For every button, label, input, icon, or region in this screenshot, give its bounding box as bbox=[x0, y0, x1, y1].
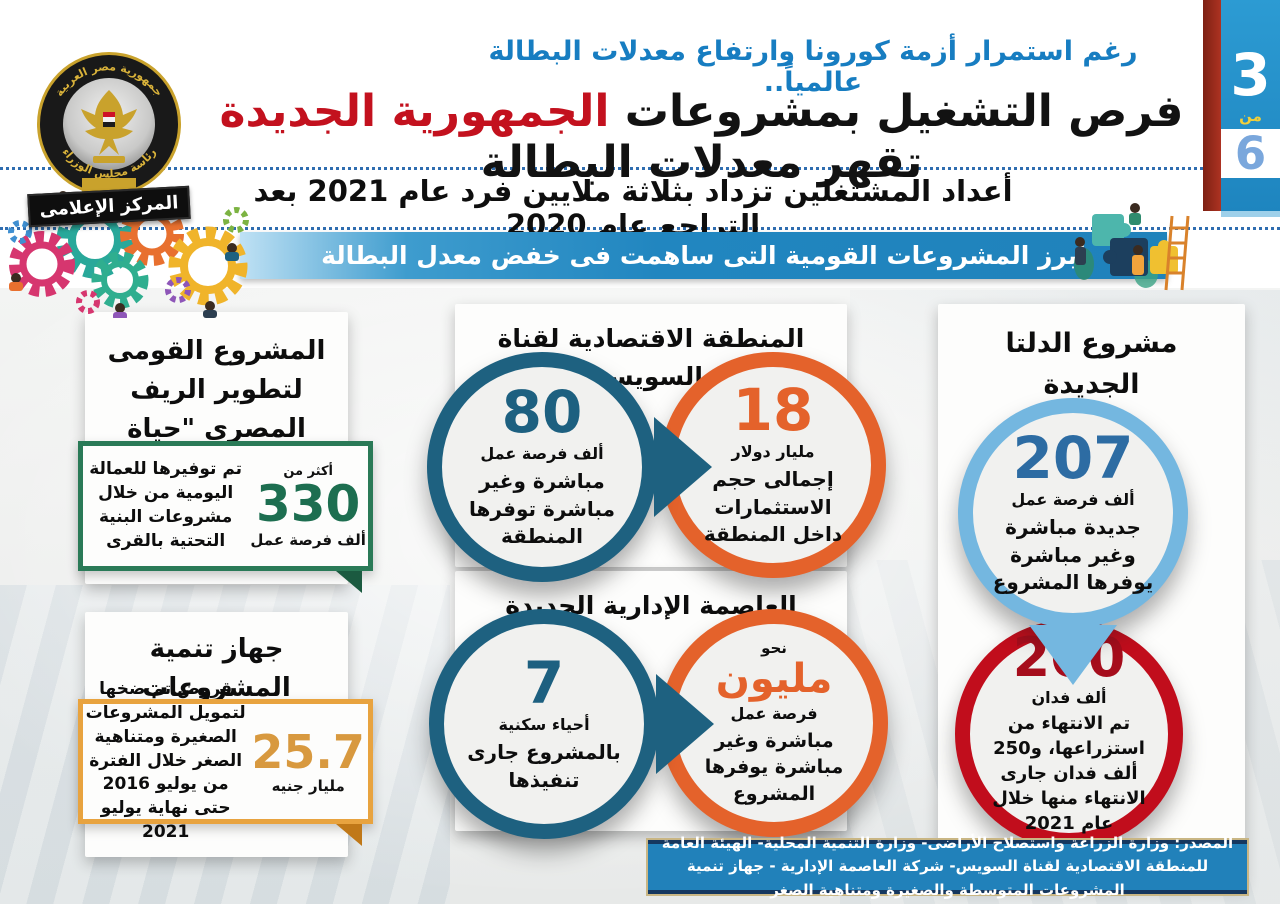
rural-stat-value: 330 bbox=[255, 474, 361, 533]
page-subtitle: أعداد المشتغلين تزداد بثلاثة ملايين فرد … bbox=[253, 174, 1013, 242]
msme-stat-unit: مليار جنيه bbox=[271, 776, 345, 795]
card-delta-title: مشروع الدلتا الجديدة bbox=[1005, 328, 1178, 400]
rural-stat-prefix: أكثر من bbox=[283, 463, 333, 479]
badge-maroon-strip bbox=[1203, 0, 1221, 211]
suez-jobs-value: 80 bbox=[501, 378, 583, 447]
capital-districts-value: 7 bbox=[523, 648, 565, 717]
title-highlight: الجمهورية الجديدة bbox=[219, 86, 610, 137]
title-part1: فرص التشغيل بمشروعات bbox=[609, 86, 1184, 137]
rural-stat-unit: ألف فرصة عمل bbox=[250, 530, 366, 549]
capital-districts-unit: أحياء سكنية bbox=[498, 714, 590, 734]
logo-ribbon: المركز الإعلامى bbox=[27, 185, 191, 228]
badge-light-strip bbox=[1221, 211, 1280, 217]
badge-separator: من bbox=[1239, 107, 1262, 125]
delta-jobs-desc: جديدة مباشرة وغير مباشرة يوفرها المشروع bbox=[992, 515, 1154, 595]
title-part2: تقهر معدلات البطالة bbox=[480, 137, 923, 188]
capital-jobs-desc: مباشرة وغير مباشرة يوفرها المشروع bbox=[704, 730, 844, 805]
suez-investment-desc: إجمالى حجم الاستثمارات داخل المنطقة bbox=[703, 467, 843, 547]
delta-feddans-desc: تم الانتهاء من استزراعها، و250 ألف فدان … bbox=[992, 713, 1146, 834]
section-banner: أبرز المشروعات القومية التى ساهمت فى خفض… bbox=[240, 232, 1167, 279]
puzzle-illustration bbox=[1074, 203, 1190, 291]
badge-current-page: 3 bbox=[1230, 41, 1271, 109]
msme-stat: 25.7 مليار جنيه bbox=[248, 704, 368, 819]
msme-stat-value: 25.7 bbox=[251, 724, 365, 779]
rural-stat: أكثر من 330 ألف فرصة عمل bbox=[248, 446, 368, 566]
capital-jobs-value: مليون bbox=[715, 656, 833, 703]
suez-jobs-desc: مباشرة وغير مباشرة توفرها المنطقة bbox=[469, 469, 615, 549]
delta-jobs-circle: 207 ألف فرصة عمل جديدة مباشرة وغير مباشر… bbox=[958, 398, 1188, 628]
badge-total-pages: 6 bbox=[1221, 127, 1280, 180]
capital-districts-desc: بالمشروع جارى تنفيذها bbox=[467, 739, 621, 792]
suez-investment-value: 18 bbox=[732, 376, 814, 445]
dotted-divider-top bbox=[0, 167, 1203, 170]
rural-stat-desc: تم توفيرها للعمالة اليومية من خلال مشروع… bbox=[89, 459, 243, 551]
capital-districts-circle: 7 أحياء سكنية بالمشروع جارى تنفيذها bbox=[429, 609, 659, 839]
delta-feddans-unit: ألف فدان bbox=[1031, 688, 1107, 708]
delta-jobs-unit: ألف فرصة عمل bbox=[1011, 490, 1135, 510]
delta-jobs-value: 207 bbox=[1012, 424, 1134, 493]
capital-jobs-prefix: نحو bbox=[761, 639, 787, 658]
suez-jobs-circle: 80 ألف فرصة عمل مباشرة وغير مباشرة توفره… bbox=[427, 352, 657, 582]
source-bar: المصدر: وزارة الزراعة واستصلاح الأراضى- … bbox=[648, 834, 1247, 899]
dotted-divider-banner bbox=[0, 227, 1280, 230]
msme-stat-box: 25.7 مليار جنيه قروض تم ضخها لتمويل المش… bbox=[78, 679, 373, 846]
capital-jobs-unit: فرصة عمل bbox=[730, 704, 818, 724]
header-tagline: رغم استمرار أزمة كورونا وارتفاع معدلات ا… bbox=[488, 36, 1138, 98]
cabinet-media-center-logo: جمهورية مصر العربية رئاسة مجلس الوزراء ا… bbox=[26, 48, 192, 228]
logo-emblem-icon: جمهورية مصر العربية رئاسة مجلس الوزراء bbox=[37, 52, 181, 196]
page-number-badge: 3 من 6 bbox=[1221, 0, 1280, 211]
msme-stat-desc: قروض تم ضخها لتمويل المشروعات الصغيرة وم… bbox=[85, 679, 246, 842]
suez-investment-unit: مليار دولار bbox=[731, 442, 815, 462]
rural-stat-box: أكثر من 330 ألف فرصة عمل تم توفيرها للعم… bbox=[78, 441, 373, 593]
suez-jobs-unit: ألف فرصة عمل bbox=[480, 444, 604, 464]
page-title: فرص التشغيل بمشروعات الجمهورية الجديدة ت… bbox=[200, 86, 1203, 188]
